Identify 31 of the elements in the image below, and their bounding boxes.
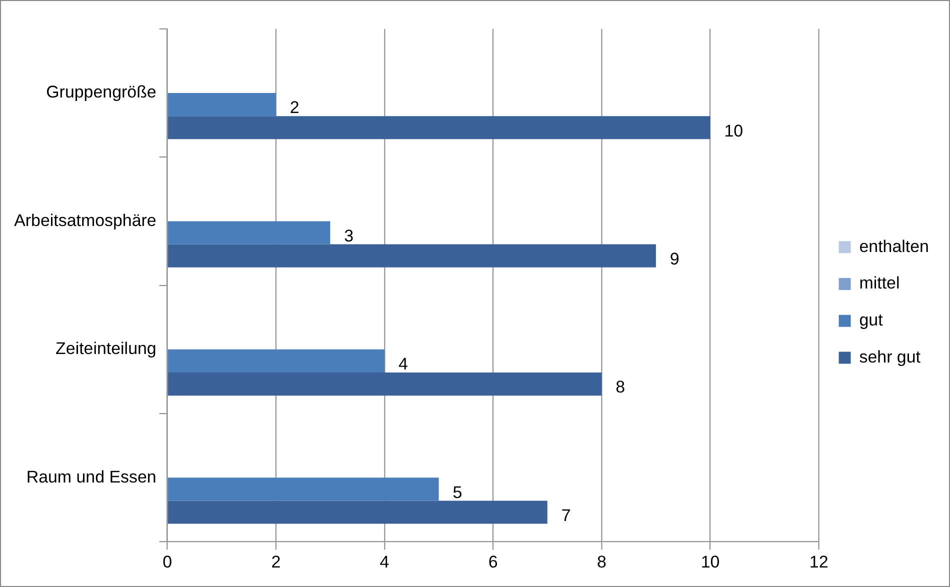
x-tick-label: 6 (488, 552, 498, 572)
bar (168, 372, 602, 396)
x-tick-label: 8 (596, 552, 606, 572)
data-label: 10 (724, 121, 744, 140)
data-label: 2 (290, 98, 300, 118)
data-label: 3 (344, 226, 354, 246)
bar (168, 221, 330, 244)
legend-label: gut (859, 310, 884, 330)
bar (168, 93, 276, 116)
data-label: 7 (561, 506, 571, 525)
x-tick-label: 0 (162, 552, 172, 572)
y-tick-label: Zeiteinteilung (56, 339, 156, 358)
bar (168, 349, 384, 373)
bar (168, 116, 710, 140)
legend-label: enthalten (859, 236, 929, 256)
x-tick-label: 2 (271, 552, 281, 572)
bar (168, 244, 656, 268)
y-tick-label: Gruppengröße (46, 82, 156, 102)
data-label: 8 (616, 378, 626, 397)
y-tick-label: Arbeitsatmosphäre (14, 210, 156, 230)
x-tick-label: 10 (700, 552, 720, 572)
bar (168, 500, 548, 524)
data-label: 9 (670, 250, 680, 268)
legend-label: mittel (859, 274, 900, 293)
bar (168, 478, 439, 501)
x-tick-label: 12 (809, 552, 828, 572)
data-label: 4 (398, 354, 408, 374)
data-label: 5 (452, 482, 462, 502)
legend-label: sehr gut (859, 347, 921, 366)
x-tick-label: 4 (380, 552, 390, 572)
y-tick-label: Raum und Essen (26, 467, 156, 486)
